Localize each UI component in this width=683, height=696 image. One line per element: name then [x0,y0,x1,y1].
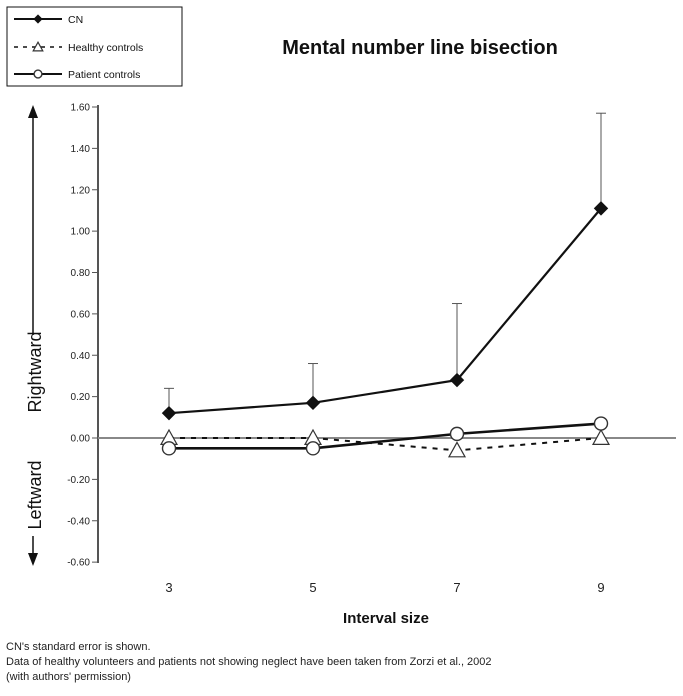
y-tick-label: 0.20 [71,392,91,403]
data-point-diamond [593,201,609,216]
data-point-circle [161,441,177,456]
data-point-circle [305,441,321,456]
y-tick-label: 0.00 [71,434,91,445]
leftward-label: Leftward [25,460,45,529]
data-point-circle [33,69,43,79]
x-tick-label: 5 [309,580,316,595]
down-arrow-icon [28,553,38,566]
data-point-diamond [33,14,43,24]
up-arrow-icon [28,105,38,118]
data-point-circle [593,416,609,431]
footnote-line-2: Data of healthy volunteers and patients … [6,656,492,668]
footnotes: CN's standard error is shown. Data of he… [6,640,681,685]
data-point-diamond [161,405,177,421]
series-line [169,422,602,450]
y-tick-label: 1.20 [71,185,91,196]
data-point-diamond [305,395,321,411]
series-line [168,207,602,415]
y-tick-label: -0.20 [67,475,90,486]
y-tick-label: 0.40 [71,351,91,362]
chart-title: Mental number line bisection [282,37,558,59]
y-tick-label: 1.60 [71,103,91,114]
x-tick-label: 9 [597,580,604,595]
rightward-label: Rightward [25,331,45,412]
y-tick-label: 0.60 [71,309,91,320]
data-point-diamond [449,372,465,388]
y-tick-label: -0.60 [67,558,90,569]
x-tick-label: 3 [165,580,172,595]
data-point-triangle [447,441,467,458]
legend-label: CN [68,14,83,26]
rightward-indicator: Rightward [25,105,45,413]
x-axis-label: Interval size [343,610,429,627]
footnote-line-1: CN's standard error is shown. [6,641,151,653]
y-tick-label: 0.80 [71,268,91,279]
y-tick-label: -0.40 [67,516,90,527]
y-tick-label: 1.00 [71,227,91,238]
chart: Mental number line bisection CN Healthy c… [6,6,676,627]
x-tick-label: 7 [453,580,460,595]
leftward-indicator: Leftward [25,460,45,566]
legend: CN Healthy controls Patient controls [6,6,183,87]
footnote-line-3: (with authors' permission) [6,671,131,683]
data-point-triangle [32,40,44,52]
data-point-triangle [591,428,611,445]
y-tick-label: 1.40 [71,144,91,155]
data-point-circle [449,426,465,442]
legend-label: Patient controls [68,69,140,81]
legend-label: Healthy controls [68,42,143,54]
